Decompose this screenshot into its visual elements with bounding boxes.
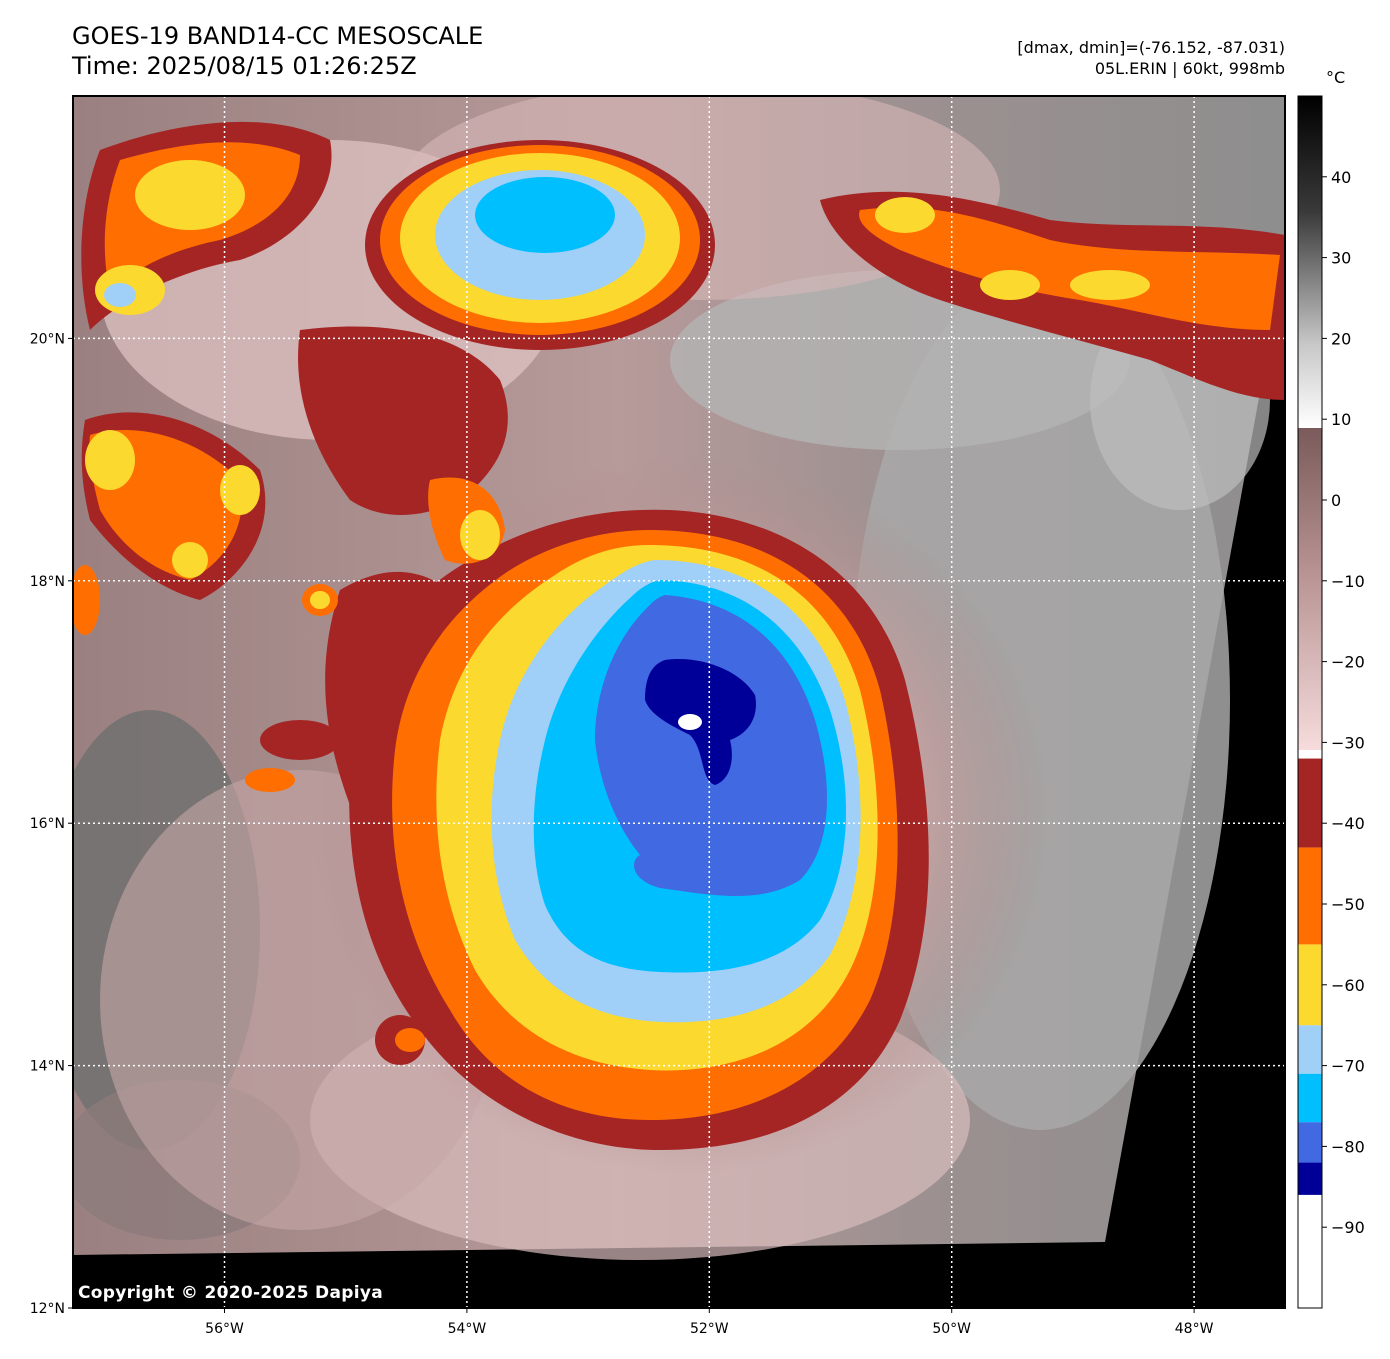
lon-tick-label: 52°W xyxy=(690,1321,729,1337)
colorbar-band xyxy=(1298,944,1322,1026)
colorbar-tick-label: 30 xyxy=(1331,249,1351,268)
colorbar-band xyxy=(1298,1162,1322,1195)
plot-time: Time: 2025/08/15 01:26:25Z xyxy=(72,52,417,80)
colorbar-tick-label: 20 xyxy=(1331,329,1351,348)
lon-tick-label: 54°W xyxy=(448,1321,487,1337)
colorbar-band xyxy=(1298,1073,1322,1123)
lon-tick-label: 56°W xyxy=(205,1321,244,1337)
lon-tick-label: 48°W xyxy=(1175,1321,1214,1337)
data-range-label: [dmax, dmin]=(-76.152, -87.031) xyxy=(1017,38,1285,57)
colorbar-tick-label: −70 xyxy=(1331,1057,1365,1076)
plot-title: GOES-19 BAND14-CC MESOSCALE xyxy=(72,22,484,50)
colorbar-tick-label: −80 xyxy=(1331,1137,1365,1156)
colorbar-band xyxy=(1298,1194,1322,1308)
band-dark-red-west xyxy=(325,571,470,830)
colorbar-tick-label: −30 xyxy=(1331,733,1365,752)
imagery-layer xyxy=(73,96,1285,1308)
colorbar-tick-label: 40 xyxy=(1331,168,1351,187)
map-frame xyxy=(72,95,1286,1309)
colorbar: 40 30 20 10 0 −10 −20 −30 −40 −50 −60 −70 −80 −90 xyxy=(1297,95,1365,1309)
colorbar-tick-label: −20 xyxy=(1331,653,1365,672)
graticule xyxy=(73,96,1285,1308)
axis-ticks: 56°W 54°W 52°W 50°W 48°W 12°N 14°N 16°N 18°N 20°N xyxy=(30,331,1214,1337)
colorbar-tick-label: 0 xyxy=(1331,491,1341,510)
colorbar-band xyxy=(1298,847,1322,945)
colorbar-tick-label: −60 xyxy=(1331,976,1365,995)
colorbar-band xyxy=(1298,1122,1322,1163)
lon-tick-label: 50°W xyxy=(932,1321,971,1337)
lat-tick-label: 14°N xyxy=(30,1059,65,1075)
colorbar-unit: °C xyxy=(1326,68,1346,87)
storm-info-label: 05L.ERIN | 60kt, 998mb xyxy=(1094,59,1285,78)
colorbar-tick-label: −10 xyxy=(1331,572,1365,591)
copyright-text: Copyright © 2020-2025 Dapiya xyxy=(78,1283,383,1303)
colorbar-tick-label: −90 xyxy=(1331,1218,1365,1237)
colorbar-tick-label: −50 xyxy=(1331,895,1365,914)
lat-tick-label: 20°N xyxy=(30,331,65,347)
north-cluster-skyblue xyxy=(475,177,615,253)
colorbar-band xyxy=(1298,1025,1322,1074)
colorbar-tick-label: −40 xyxy=(1331,814,1365,833)
lat-tick-label: 18°N xyxy=(30,574,65,590)
lat-tick-label: 16°N xyxy=(30,816,65,832)
lat-tick-label: 12°N xyxy=(30,1301,65,1317)
colorbar-tick-label: 10 xyxy=(1331,410,1351,429)
colorbar-band xyxy=(1298,758,1322,848)
